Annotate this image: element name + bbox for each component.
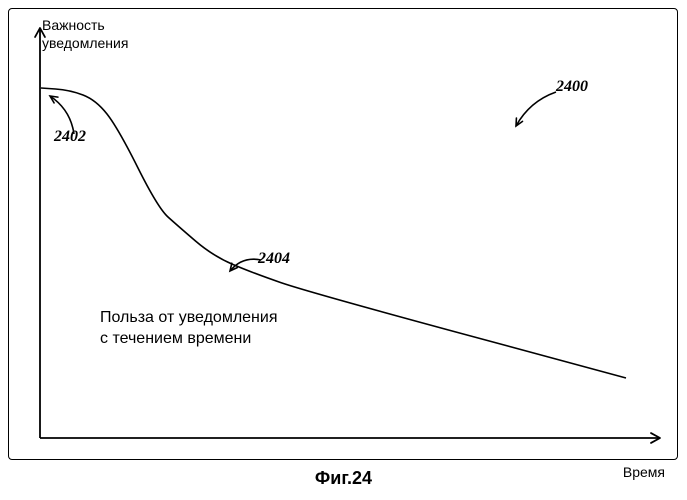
ref-2400: 2400 (556, 78, 588, 96)
benefit-text: Польза от уведомления с течением времени (100, 308, 278, 350)
y-axis-label-line2: уведомления (42, 35, 128, 51)
figure-caption: Фиг.24 (0, 468, 687, 489)
ref-2404: 2404 (258, 250, 290, 268)
ref-2402: 2402 (54, 128, 86, 146)
y-axis-label-line1: Важность (42, 17, 105, 33)
benefit-text-line2: с течением времени (100, 330, 251, 347)
y-axis-label: Важность уведомления (42, 17, 128, 52)
benefit-text-line1: Польза от уведомления (100, 309, 278, 326)
figure-chart (8, 8, 678, 460)
